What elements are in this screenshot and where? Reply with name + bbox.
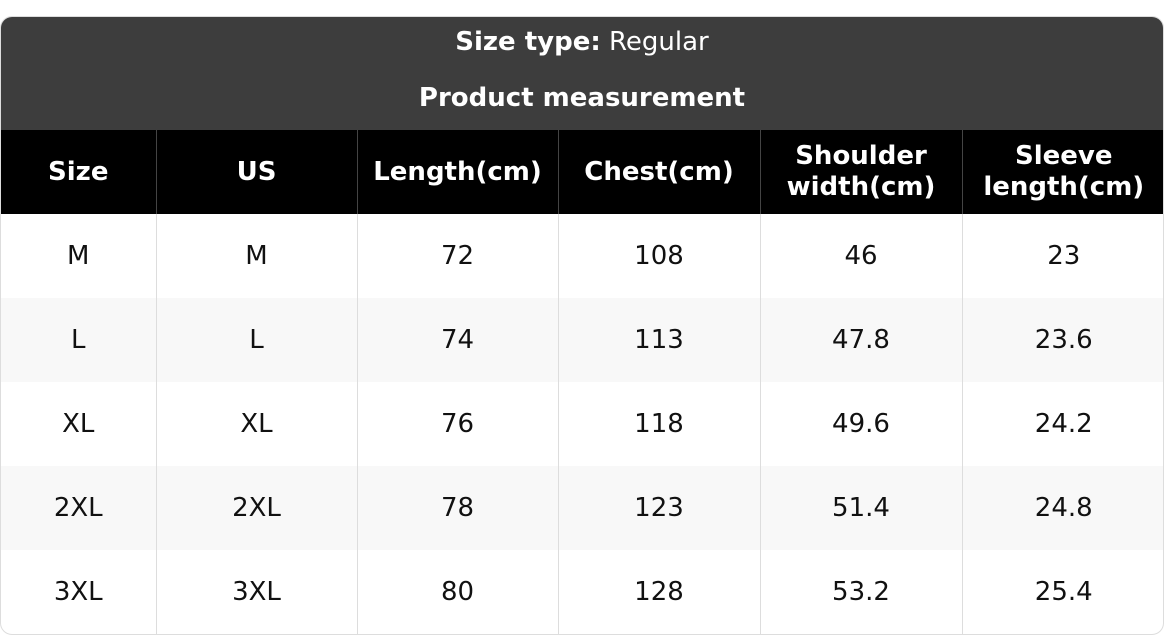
table-cell: XL xyxy=(155,382,357,466)
table-cell: 51.4 xyxy=(759,466,962,550)
column-header: Chest(cm) xyxy=(557,130,760,214)
table-cell: 108 xyxy=(557,214,760,298)
table-cell: 123 xyxy=(557,466,760,550)
table-cell: 72 xyxy=(356,214,558,298)
table-cell: 24.2 xyxy=(961,382,1163,466)
column-header: Size xyxy=(1,130,156,214)
table-cell: 128 xyxy=(557,550,760,634)
table-cell: L xyxy=(1,298,156,382)
table-cell: 3XL xyxy=(155,550,357,634)
table-cell: 113 xyxy=(557,298,760,382)
size-chart: Size type: Regular Product measurement S… xyxy=(0,16,1164,635)
table-cell: 53.2 xyxy=(759,550,962,634)
table-cell: 78 xyxy=(356,466,558,550)
table-cell: 47.8 xyxy=(759,298,962,382)
table-cell: 76 xyxy=(356,382,558,466)
column-header: Sleeve length(cm) xyxy=(961,130,1163,214)
column-header: Shoulder width(cm) xyxy=(759,130,962,214)
table-cell: 3XL xyxy=(53,577,103,607)
table-cell: 118 xyxy=(557,382,760,466)
size-type-value: Regular xyxy=(609,27,709,57)
table-cell: 23.6 xyxy=(961,298,1163,382)
table-cell: 25.4 xyxy=(961,550,1163,634)
table-cell: XL xyxy=(62,409,95,439)
header-row: Size US Length(cm) Chest(cm) Shoulder width(… xyxy=(1,130,1163,214)
table-cell: 46 xyxy=(759,214,962,298)
size-type: Size type: Regular xyxy=(1,27,1163,57)
column-header: US xyxy=(155,130,357,214)
measurement-table: Size US Length(cm) Chest(cm) Shoulder width(… xyxy=(1,130,1163,634)
table-cell: 24.8 xyxy=(961,466,1163,550)
table-cell: 74 xyxy=(356,298,558,382)
table-row: L L 74 113 47.8 23.6 xyxy=(1,298,1163,382)
table-cell: M xyxy=(67,241,90,271)
table-cell: 80 xyxy=(356,550,558,634)
table-cell: 49.6 xyxy=(759,382,962,466)
subtitle: Product measurement xyxy=(418,83,746,113)
table-cell: L xyxy=(155,298,357,382)
table-row: 2XL 2XL 78 123 51.4 24.8 xyxy=(1,466,1163,550)
column-header: Length(cm) xyxy=(356,130,558,214)
chart-header: Size type: Regular Product measurement xyxy=(1,17,1163,130)
table-cell: 2XL xyxy=(155,466,357,550)
table-row: 3XL 3XL 80 128 53.2 25.4 xyxy=(1,550,1163,634)
table-cell: M xyxy=(155,214,357,298)
table-cell: 23 xyxy=(961,214,1163,298)
size-type-label: Size type: xyxy=(455,27,601,57)
table-cell: 2XL xyxy=(1,466,156,550)
table-row: XL XL 76 118 49.6 24.2 xyxy=(1,382,1163,466)
table-row: M M 72 108 46 23 xyxy=(1,214,1163,298)
